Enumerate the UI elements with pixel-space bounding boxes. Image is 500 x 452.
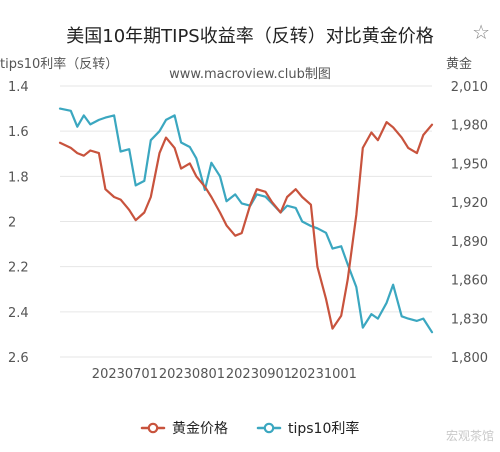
- y-left-tick-label: 1.6: [8, 125, 29, 140]
- y-left-tick-label: 2.2: [8, 261, 29, 276]
- legend-gold-label: 黄金价格: [172, 421, 228, 437]
- right-axis-title: 黄金: [445, 57, 472, 72]
- legend-gold-swatch-icon: [140, 422, 166, 434]
- star-outline-icon[interactable]: ☆: [472, 20, 490, 44]
- x-tick-label: 20230801: [159, 367, 225, 382]
- y-right-tick-label: 1,950: [451, 157, 488, 172]
- y-left-tick-label: 1.4: [8, 80, 29, 95]
- subtitle: www.macroview.club制图: [169, 67, 331, 82]
- y-left-tick-label: 1.8: [8, 170, 29, 185]
- legend-tips-swatch-icon: [256, 422, 282, 434]
- left-axis-title: tips10利率（反转）: [0, 57, 119, 72]
- legend-item-gold[interactable]: 黄金价格: [140, 418, 228, 438]
- y-right-tick-label: 2,010: [451, 80, 488, 95]
- y-right-tick-label: 1,890: [451, 235, 488, 250]
- legend-tips-label: tips10利率: [288, 421, 360, 437]
- x-tick-label: 20231001: [291, 367, 357, 382]
- y-left-tick-label: 2.4: [8, 306, 29, 321]
- y-right-tick-label: 1,830: [451, 312, 488, 327]
- gold-price-series-line: [58, 120, 434, 330]
- watermark: 宏观茶馆: [445, 429, 494, 443]
- chart-title: 美国10年期TIPS收益率（反转）对比黄金价格: [66, 26, 434, 47]
- x-tick-label: 20230901: [226, 367, 292, 382]
- y-right-tick-label: 1,860: [451, 274, 488, 289]
- tips10-series-line: [58, 107, 434, 334]
- y-right-tick-label: 1,800: [451, 351, 488, 366]
- x-tick-label: 20230701: [92, 367, 158, 382]
- y-left-tick-label: 2.6: [8, 351, 29, 366]
- y-right-tick-label: 1,920: [451, 196, 488, 211]
- legend-item-tips[interactable]: tips10利率: [256, 418, 359, 438]
- y-left-tick-label: 2: [8, 216, 16, 231]
- legend: 黄金价格 tips10利率: [0, 418, 500, 442]
- y-right-tick-label: 1,980: [451, 119, 488, 134]
